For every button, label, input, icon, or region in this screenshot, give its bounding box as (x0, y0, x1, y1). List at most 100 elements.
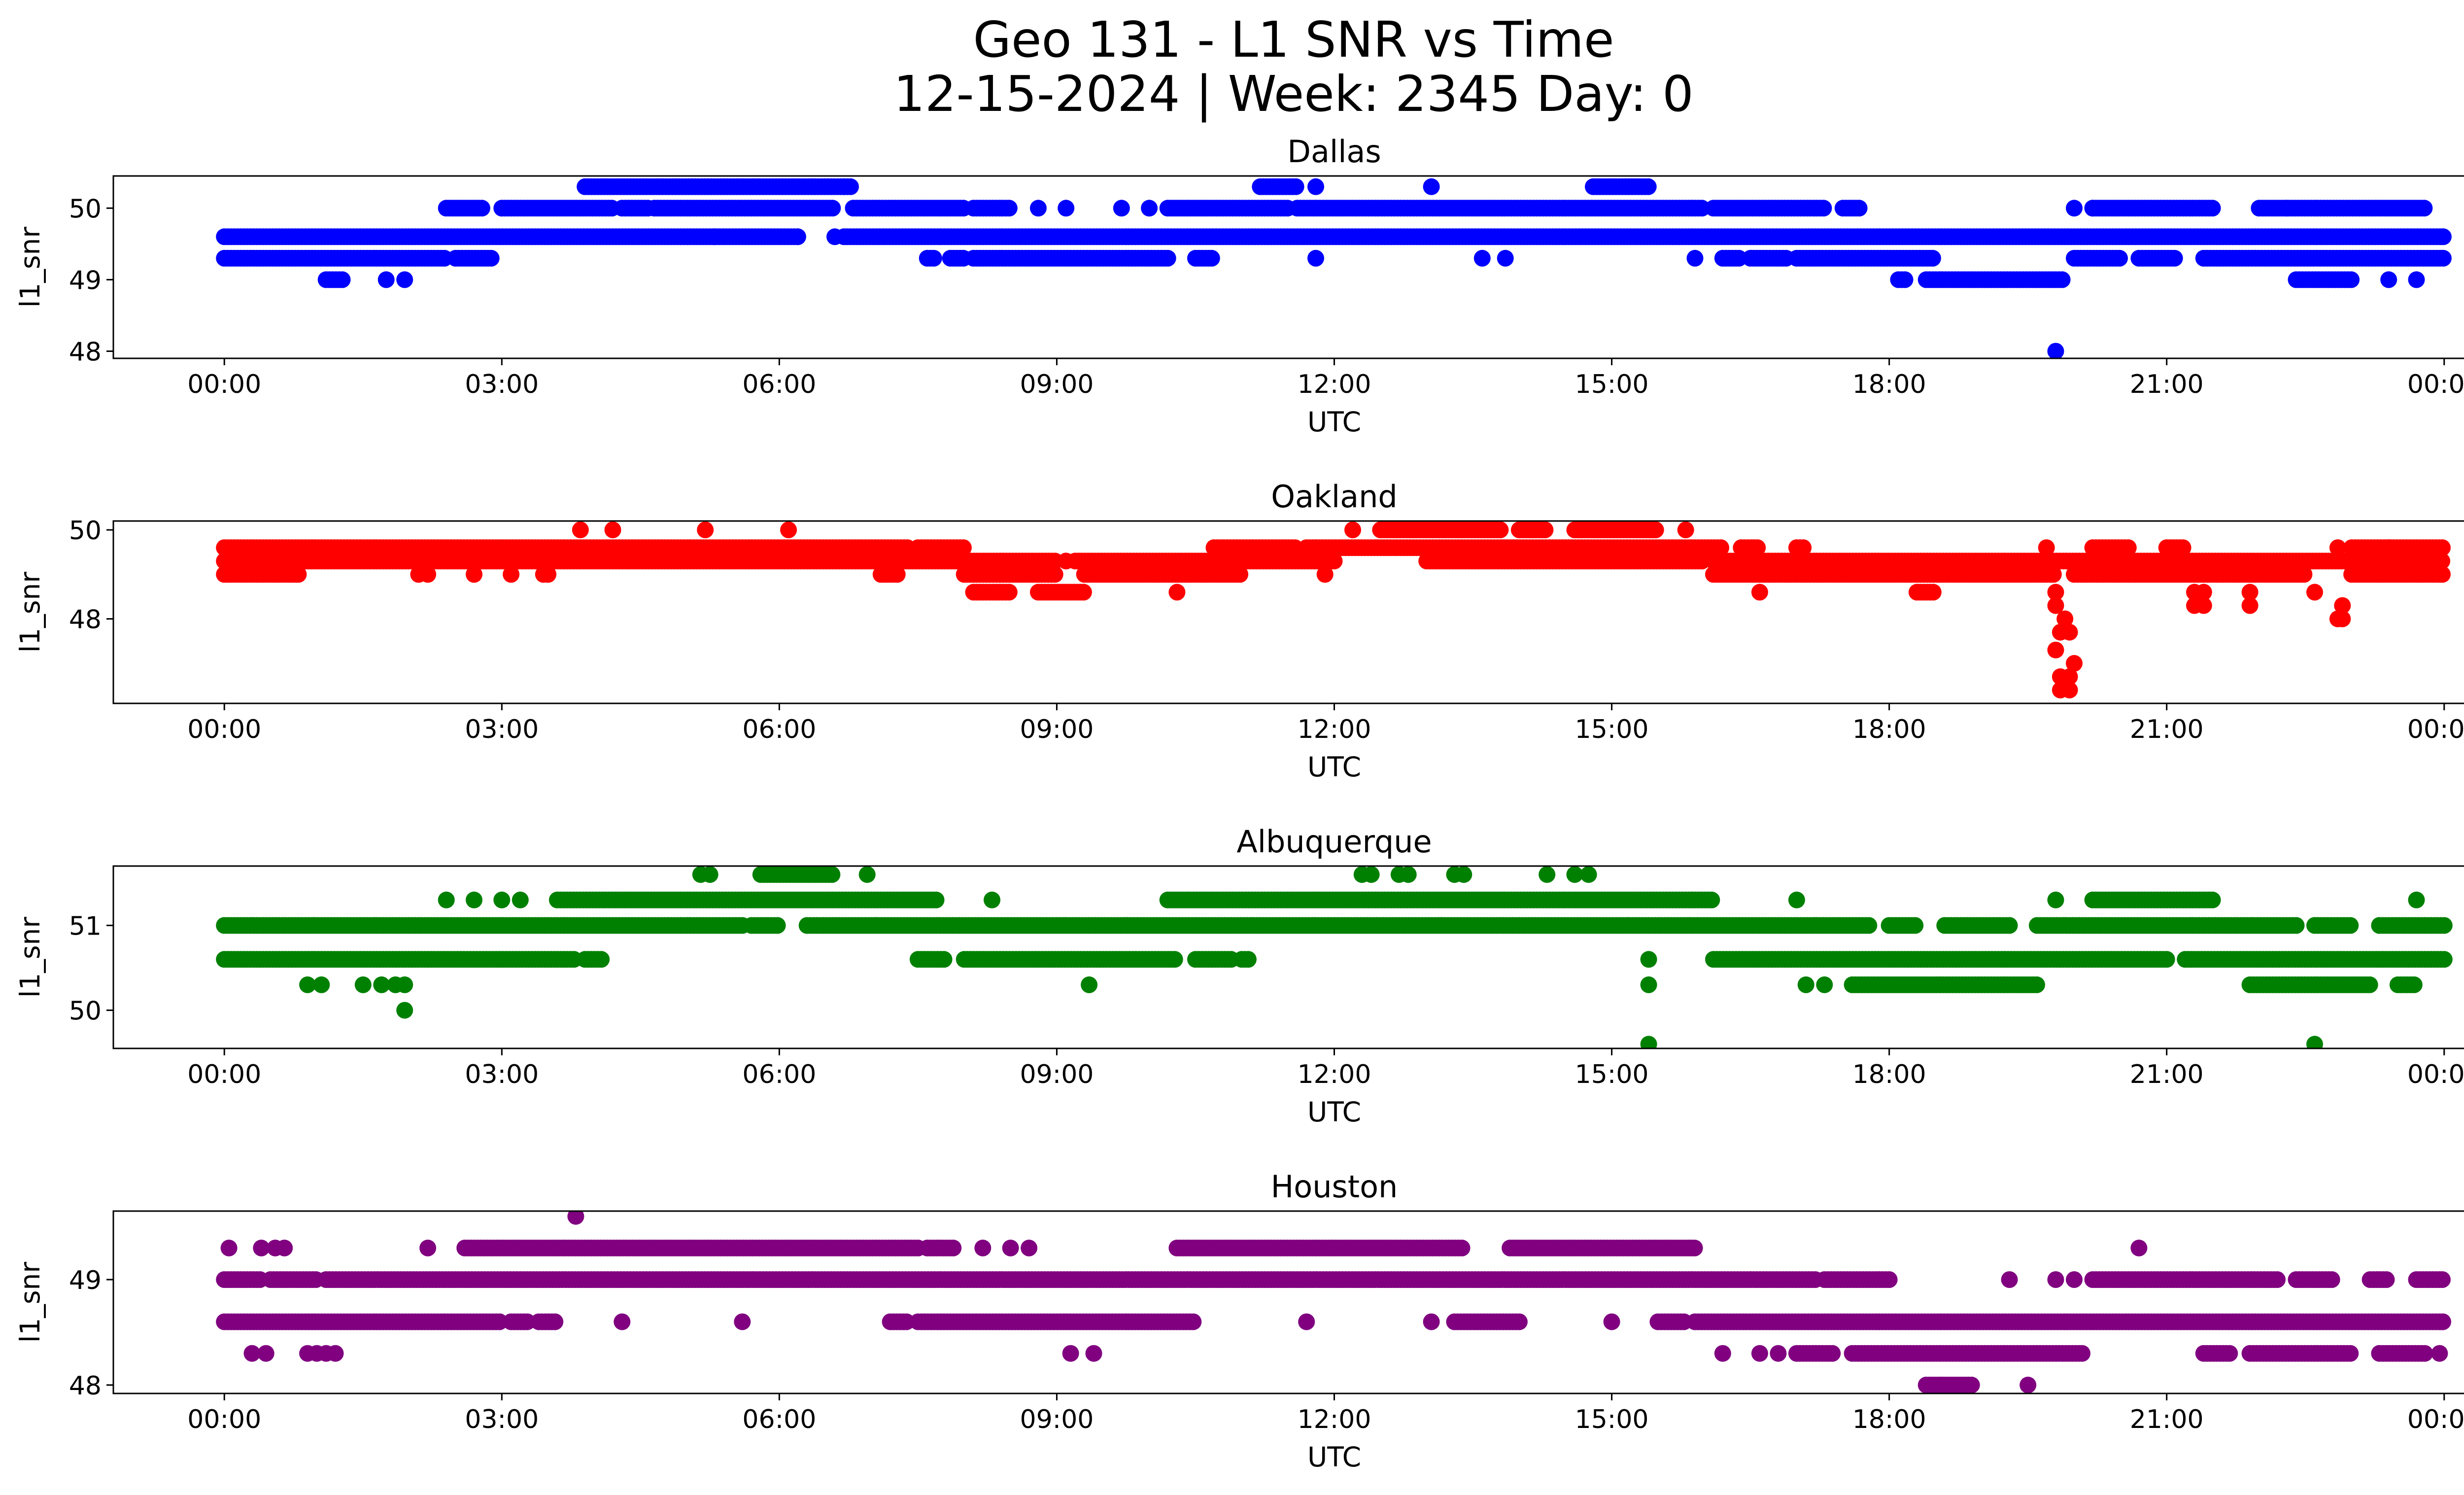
data-point (935, 951, 953, 968)
subplot-title: Houston (1271, 1169, 1398, 1205)
data-point (1000, 200, 1018, 217)
subplot-title: Albuquerque (1236, 824, 1432, 860)
data-point (927, 891, 945, 908)
data-point (1029, 200, 1047, 217)
x-tick-label: 09:00 (1020, 1060, 1094, 1089)
data-point (2241, 584, 2259, 601)
data-point (789, 228, 806, 245)
data-point (2061, 668, 2078, 685)
y-tick-label: 50 (69, 194, 102, 224)
x-tick-label: 00:00 (2407, 1060, 2464, 1089)
x-tick-label: 12:00 (1298, 370, 1371, 399)
data-point (826, 228, 843, 245)
data-point (1640, 976, 1657, 993)
data-point (2408, 891, 2425, 908)
data-point (2380, 271, 2397, 288)
x-tick-label: 00:00 (2407, 715, 2464, 744)
data-point (313, 976, 330, 993)
data-point (2435, 917, 2453, 934)
data-point (1924, 584, 1942, 601)
data-point (1693, 200, 1711, 217)
data-point (1640, 178, 1657, 195)
data-point (1400, 866, 1417, 883)
data-point (1141, 200, 1158, 217)
y-tick-label: 51 (69, 911, 102, 941)
data-point (2288, 917, 2305, 934)
data-point (1640, 1036, 1657, 1048)
data-point (2342, 917, 2359, 934)
data-point (593, 951, 610, 968)
data-point (512, 891, 529, 908)
data-point (1712, 539, 1729, 556)
data-point (1081, 976, 1098, 993)
data-point (2038, 539, 2055, 556)
data-point (2111, 249, 2128, 267)
x-tick-label: 21:00 (2130, 370, 2204, 399)
data-point (1730, 249, 1747, 267)
data-point (2241, 597, 2259, 614)
data-point (1316, 566, 1334, 583)
data-point (334, 271, 351, 288)
data-point (2195, 597, 2212, 614)
data-point (2066, 655, 2083, 672)
x-tick-label: 09:00 (1020, 370, 1094, 399)
data-point (858, 866, 876, 883)
data-point (1647, 522, 1664, 538)
x-tick-label: 06:00 (742, 715, 816, 744)
data-point (1363, 866, 1380, 883)
data-point (2434, 566, 2451, 583)
data-point (2047, 891, 2064, 908)
x-tick-label: 03:00 (465, 1060, 539, 1089)
data-point (1473, 249, 1491, 267)
x-axis-label: UTC (1307, 406, 1361, 438)
data-point (1751, 584, 1768, 601)
data-point (2047, 641, 2064, 659)
data-point (1287, 178, 1304, 195)
data-point (706, 228, 723, 245)
data-point (1344, 522, 1361, 538)
data-point (2416, 200, 2433, 217)
data-point (2334, 597, 2351, 614)
data-point (2061, 624, 2078, 641)
series-oakland (216, 522, 2451, 698)
data-point (1566, 866, 1583, 883)
data-point (373, 976, 390, 993)
data-point (835, 178, 853, 195)
data-point (1686, 249, 1704, 267)
y-tick-label: 48 (69, 605, 102, 635)
data-point (1113, 200, 1130, 217)
data-point (1307, 249, 1324, 267)
x-tick-label: 18:00 (1852, 715, 1926, 744)
x-tick-label: 03:00 (465, 370, 539, 399)
data-point (419, 566, 437, 583)
x-tick-label: 15:00 (1575, 715, 1649, 744)
data-point (2295, 566, 2313, 583)
data-point (1749, 539, 1766, 556)
data-point (466, 891, 482, 908)
x-tick-label: 18:00 (1852, 1060, 1926, 1089)
data-point (1203, 249, 1220, 267)
data-point (2166, 249, 2183, 267)
data-point (2405, 976, 2423, 993)
data-point (1239, 951, 1257, 968)
data-point (2045, 566, 2062, 583)
data-point (1058, 553, 1075, 570)
data-point (889, 566, 906, 583)
data-point (984, 891, 1000, 908)
data-point (493, 891, 511, 908)
data-point (1797, 976, 1814, 993)
data-point (2306, 1036, 2323, 1048)
data-point (438, 891, 455, 908)
x-tick-label: 00:00 (187, 370, 261, 399)
data-point (377, 271, 395, 288)
data-point (1326, 553, 1343, 570)
figure-title-line2: 12-15-2024 | Week: 2345 Day: 0 (893, 65, 1693, 123)
data-point (2204, 891, 2221, 908)
x-tick-label: 21:00 (2130, 715, 2204, 744)
y-tick-label: 48 (69, 337, 102, 367)
data-point (1046, 566, 1063, 583)
